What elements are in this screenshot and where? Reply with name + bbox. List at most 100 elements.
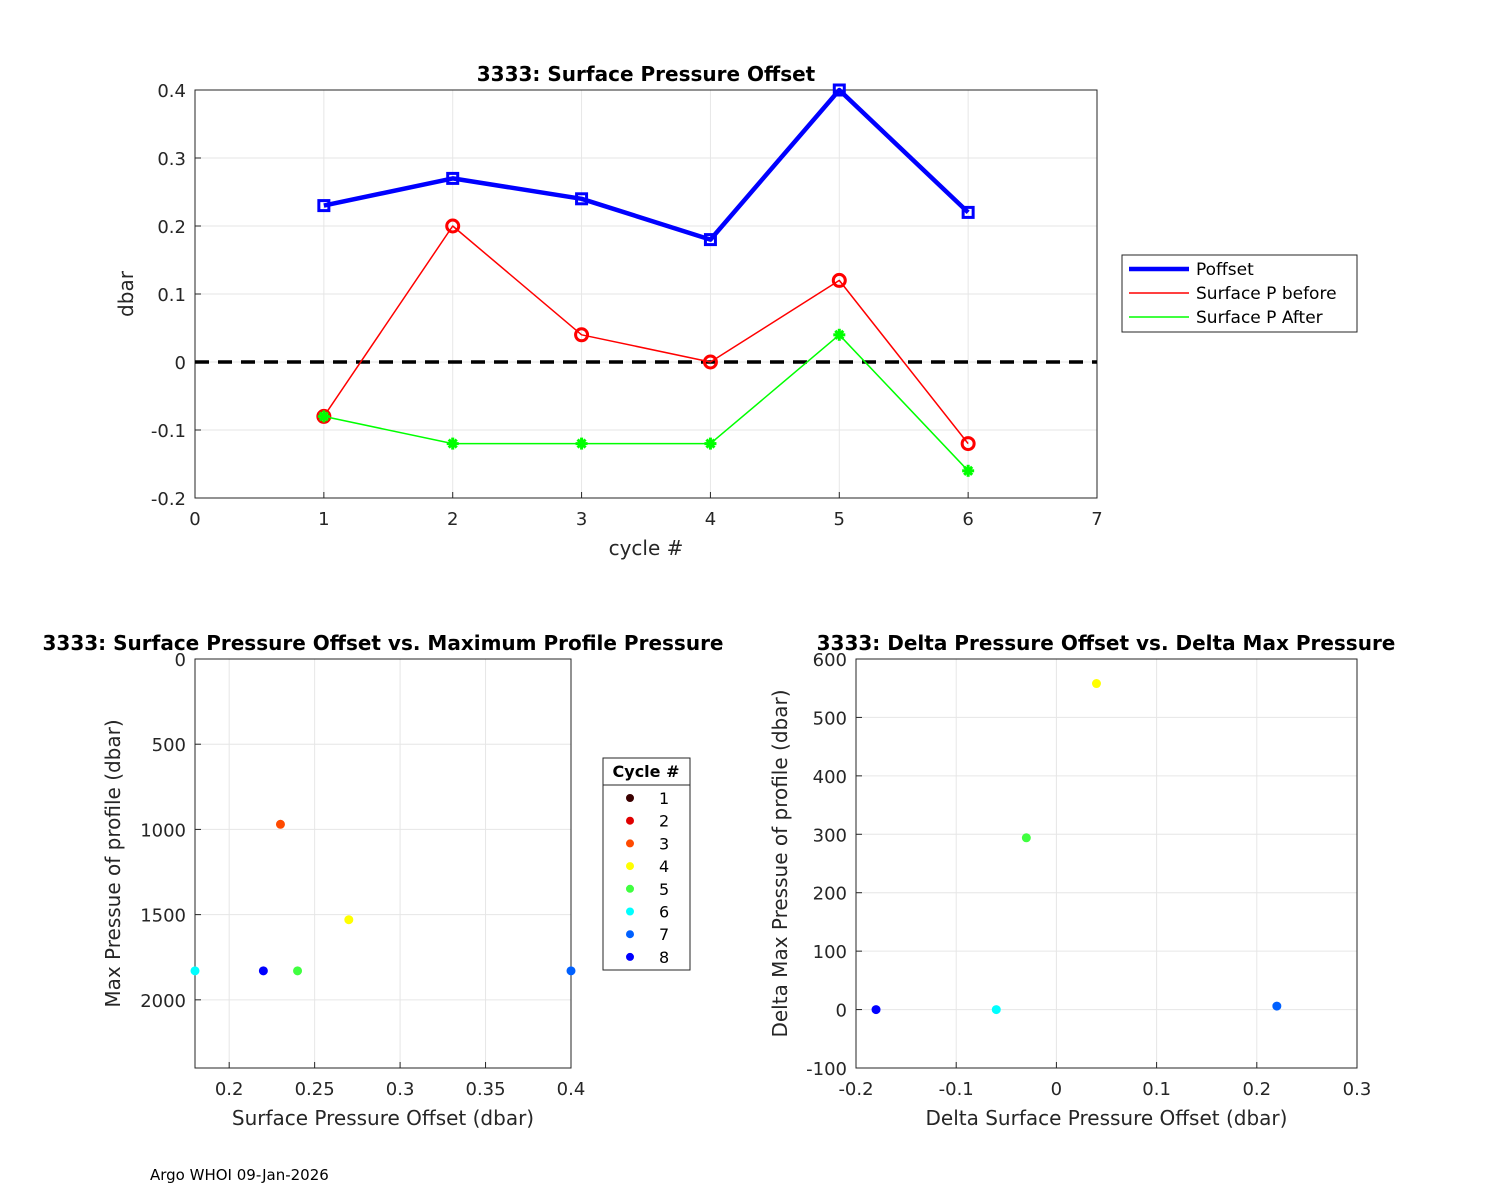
y-tick-label: -0.1 bbox=[151, 421, 186, 442]
x-tick-label: 4 bbox=[705, 509, 716, 530]
x-tick-label: -0.2 bbox=[838, 1079, 873, 1100]
surface-p-after-point bbox=[317, 410, 330, 423]
x-tick-label: 0.3 bbox=[386, 1079, 415, 1100]
legend-label: 6 bbox=[659, 903, 669, 922]
poffset-point bbox=[832, 83, 846, 97]
legend-marker bbox=[626, 839, 634, 848]
legend-label-poffset: Poffset bbox=[1196, 260, 1254, 280]
plot-area bbox=[195, 659, 571, 1068]
x-tick-label: -0.1 bbox=[939, 1079, 974, 1100]
surface-p-after-line bbox=[323, 334, 969, 472]
y-tick-label: 500 bbox=[813, 708, 847, 729]
scatter-point bbox=[275, 819, 285, 829]
x-axis-label: Delta Surface Pressure Offset (dbar) bbox=[926, 1106, 1288, 1130]
x-tick-label: 0 bbox=[1051, 1079, 1062, 1100]
scatter-point bbox=[258, 966, 268, 976]
x-tick-label: 0.1 bbox=[1142, 1079, 1171, 1100]
legend-label-surface-p-after: Surface P After bbox=[1196, 308, 1323, 328]
y-tick-label: 0.3 bbox=[157, 149, 186, 170]
legend-marker bbox=[626, 816, 634, 825]
y-tick-label: 0.4 bbox=[157, 81, 186, 102]
y-axis-label: dbar bbox=[114, 270, 138, 317]
x-tick-label: 5 bbox=[834, 509, 845, 530]
scatter-point bbox=[566, 966, 576, 976]
y-tick-label: 600 bbox=[813, 650, 847, 671]
legend-marker bbox=[626, 884, 634, 893]
x-tick-label: 6 bbox=[962, 509, 973, 530]
scatter-point bbox=[293, 966, 303, 976]
surface-p-after-point-d2 bbox=[318, 411, 329, 422]
surface-pressure-offset-chart: 0 1 2 3 4 5 6 7 -0.2 -0.1 0 0.1 0.2 0.3 0.4 cycle # dbar… bbox=[114, 62, 1358, 560]
x-tick-label: 3 bbox=[576, 509, 587, 530]
axes-box bbox=[194, 658, 572, 1069]
poffset-line bbox=[323, 87, 970, 242]
legend-box bbox=[602, 757, 691, 971]
y-tick-label: 0.2 bbox=[157, 217, 186, 238]
x-tick-label: 0 bbox=[189, 509, 200, 530]
x-tick-label: 7 bbox=[1091, 509, 1102, 530]
scatter-point bbox=[871, 1005, 881, 1015]
y-tick-label: 300 bbox=[813, 825, 847, 846]
x-tick-label: 0.2 bbox=[1242, 1079, 1271, 1100]
surface-p-after-point bbox=[575, 437, 588, 450]
surface-p-after-point-d2 bbox=[447, 438, 458, 449]
cycle-legend: Cycle # 1 2 3 4 5 6 7 8 bbox=[602, 757, 691, 971]
x-tick-label: 0.25 bbox=[295, 1079, 335, 1100]
y-tick-label: 200 bbox=[813, 884, 847, 905]
chart-title: 3333: Delta Pressure Offset vs. Delta Ma… bbox=[817, 631, 1396, 655]
legend-label: 3 bbox=[659, 834, 669, 853]
legend-marker bbox=[626, 952, 634, 961]
surface-p-after-point-d2 bbox=[705, 438, 716, 449]
surface-p-after-point-d2 bbox=[834, 329, 845, 340]
delta-offset-vs-delta-pressure-chart: -0.2 -0.1 0 0.1 0.2 0.3 -100 0 100 200 300 400 500 60… bbox=[768, 631, 1395, 1130]
legend-label-surface-p-before: Surface P before bbox=[1196, 284, 1337, 304]
surface-p-after-point-d2 bbox=[963, 465, 974, 476]
y-tick-label: 0 bbox=[836, 1001, 847, 1022]
y-axis-label: Delta Max Pressue of profile (dbar) bbox=[768, 689, 792, 1037]
surface-p-before-point bbox=[574, 327, 590, 343]
surface-p-before-line bbox=[323, 225, 969, 445]
poffset-point bbox=[446, 171, 460, 185]
legend-label: 8 bbox=[659, 948, 669, 967]
surface-p-after-point bbox=[833, 328, 846, 341]
poffset-point bbox=[961, 205, 975, 219]
legend-label: 4 bbox=[659, 857, 669, 876]
y-tick-label: -0.2 bbox=[151, 489, 186, 510]
poffset-point bbox=[703, 233, 717, 247]
surface-p-after-point-d2 bbox=[576, 438, 587, 449]
x-tick-label: 0.2 bbox=[215, 1079, 244, 1100]
x-tick-label: 0.35 bbox=[466, 1079, 506, 1100]
legend-marker bbox=[626, 862, 634, 871]
offset-vs-max-pressure-chart: 0.2 0.25 0.3 0.35 0.4 0 500 1000 1500 2000 Surface… bbox=[43, 631, 724, 1130]
axes-box bbox=[194, 89, 1098, 499]
scatter-point bbox=[991, 1005, 1001, 1015]
axes-box bbox=[855, 658, 1358, 1069]
footer-credit: Argo WHOI 09-Jan-2026 bbox=[150, 1166, 329, 1184]
surface-p-after-point bbox=[962, 464, 975, 477]
legend-marker bbox=[626, 930, 634, 939]
legend: Poffset Surface P before Surface P After bbox=[1121, 254, 1358, 333]
x-tick-label: 1 bbox=[318, 509, 329, 530]
poffset-point bbox=[575, 192, 589, 206]
scatter-point bbox=[1272, 1001, 1282, 1011]
x-tick-label: 0.3 bbox=[1343, 1079, 1372, 1100]
legend-marker bbox=[626, 907, 634, 916]
chart-title: 3333: Surface Pressure Offset vs. Maximu… bbox=[43, 631, 724, 655]
x-tick-label: 2 bbox=[447, 509, 458, 530]
legend-marker bbox=[626, 794, 634, 802]
surface-p-before-point bbox=[960, 436, 976, 452]
surface-p-before-point bbox=[445, 218, 461, 234]
legend-title: Cycle # bbox=[613, 762, 680, 781]
legend-label: 1 bbox=[659, 789, 669, 808]
y-tick-label: 1000 bbox=[140, 820, 186, 841]
surface-p-after-point bbox=[704, 437, 717, 450]
surface-p-after-point bbox=[446, 437, 459, 450]
y-tick-label: 1500 bbox=[140, 906, 186, 927]
poffset-point bbox=[317, 199, 331, 213]
legend-label: 5 bbox=[659, 880, 669, 899]
scatter-point bbox=[1091, 679, 1101, 689]
y-tick-label: 100 bbox=[813, 942, 847, 963]
scatter-point bbox=[344, 915, 354, 925]
legend-label: 7 bbox=[659, 925, 669, 944]
